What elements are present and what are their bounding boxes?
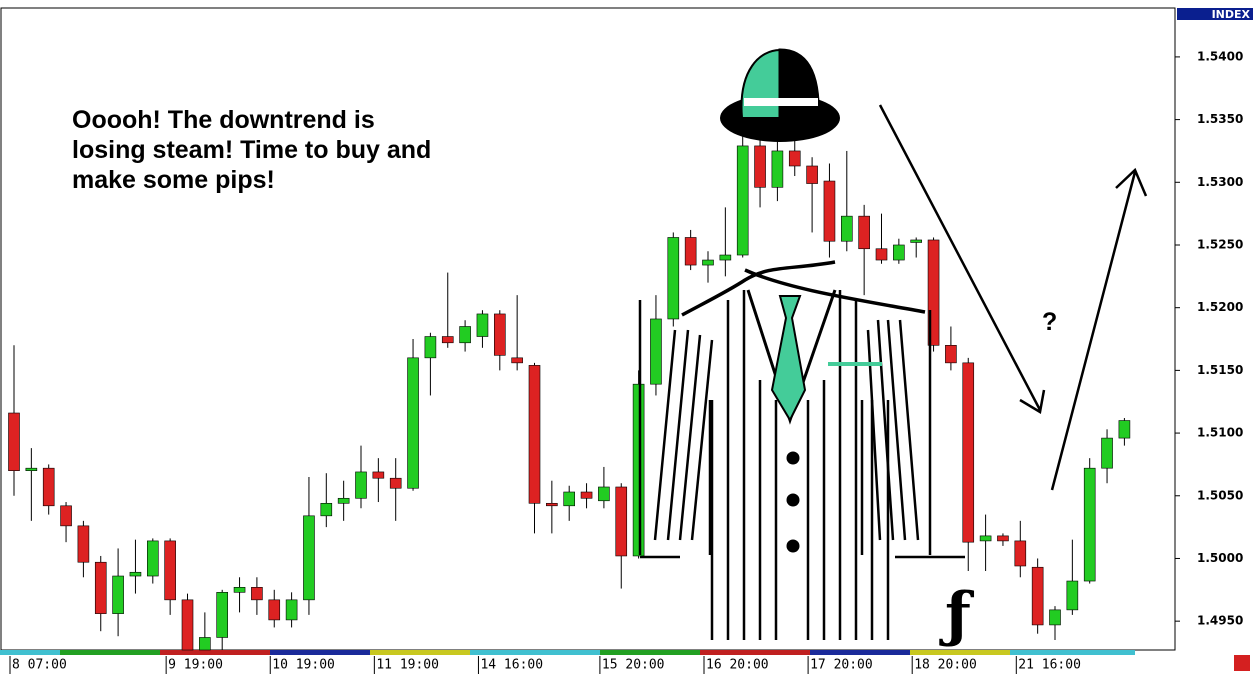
candle-body <box>1032 567 1043 625</box>
candle-body <box>356 472 367 498</box>
candle-body <box>980 536 991 541</box>
y-tick-label: 1.5150 <box>1197 363 1243 377</box>
candle-body <box>217 592 228 637</box>
candle-body <box>95 562 106 613</box>
candle-body <box>945 345 956 363</box>
y-tick-label: 1.4950 <box>1197 614 1243 628</box>
candle-body <box>581 492 592 498</box>
candle-body <box>512 358 523 363</box>
candle-body <box>1050 610 1061 625</box>
candle-body <box>477 314 488 337</box>
x-tick-label: 11 19:00 <box>376 658 439 673</box>
candle-body <box>1015 541 1026 566</box>
candle-body <box>893 245 904 260</box>
background <box>0 0 1253 676</box>
candle-body <box>373 472 384 478</box>
candle-body <box>1119 421 1130 439</box>
close-button[interactable] <box>1234 655 1250 671</box>
candle-body <box>633 384 644 556</box>
candle-body <box>321 503 332 516</box>
candle-body <box>130 572 141 576</box>
axis-title: INDEX <box>1212 8 1251 21</box>
candle-body <box>546 503 557 506</box>
candle-body <box>286 600 297 620</box>
candle-body <box>182 600 193 650</box>
y-tick-label: 1.5000 <box>1197 551 1243 565</box>
annotation-line: losing steam! Time to buy and <box>72 136 431 164</box>
candle-body <box>598 487 609 501</box>
candle-body <box>529 365 540 503</box>
annotation-line: make some pips! <box>72 166 275 194</box>
x-tick-label: 14 16:00 <box>480 658 543 673</box>
candle-body <box>616 487 627 556</box>
x-tick-label: 10 19:00 <box>272 658 335 673</box>
x-tick-label: 18 20:00 <box>914 658 977 673</box>
bottom-strip <box>0 650 1135 655</box>
candle-body <box>234 587 245 592</box>
candle-body <box>650 319 661 384</box>
candle-body <box>390 478 401 488</box>
candle-body <box>824 181 835 241</box>
candle-body <box>494 314 505 355</box>
x-tick-label: 8 07:00 <box>12 658 67 673</box>
candle-body <box>269 600 280 620</box>
y-tick-label: 1.5300 <box>1197 175 1243 189</box>
x-tick-label: 21 16:00 <box>1018 658 1081 673</box>
candle-body <box>911 240 922 243</box>
candle-body <box>720 255 731 260</box>
y-tick-label: 1.5400 <box>1197 49 1243 63</box>
x-tick-label: 16 20:00 <box>706 658 769 673</box>
candle-body <box>1067 581 1078 610</box>
candle-body <box>876 249 887 260</box>
candle-body <box>1102 438 1113 468</box>
candle-body <box>807 166 818 184</box>
question-mark: ? <box>1042 308 1057 336</box>
candle-body <box>147 541 158 576</box>
candle-body <box>685 237 696 265</box>
sprite-glyph: ƒ <box>939 580 975 650</box>
x-tick-label: 9 19:00 <box>168 658 223 673</box>
candle-body <box>26 468 37 471</box>
y-tick-label: 1.5200 <box>1197 300 1243 314</box>
y-tick-label: 1.5100 <box>1197 426 1243 440</box>
candle-body <box>737 146 748 255</box>
candle-body <box>425 337 436 358</box>
candle-body <box>408 358 419 488</box>
candle-body <box>303 516 314 600</box>
candle-body <box>755 146 766 187</box>
candle-body <box>1084 468 1095 581</box>
candle-body <box>772 151 783 187</box>
candle-body <box>165 541 176 600</box>
candle-body <box>113 576 124 614</box>
candle-body <box>963 363 974 542</box>
annotation-line: Ooooh! The downtrend is <box>72 106 375 134</box>
candle-body <box>199 637 210 650</box>
candle-body <box>9 413 20 471</box>
x-tick-label: 15 20:00 <box>602 658 665 673</box>
y-tick-label: 1.5250 <box>1197 237 1243 251</box>
candle-body <box>841 216 852 241</box>
candle-body <box>442 337 453 343</box>
candle-body <box>997 536 1008 541</box>
chart: INDEX 1.4950 1.5000 1.5050 1.5100 1.5150 1.52… <box>0 0 1253 676</box>
candle-body <box>460 326 471 342</box>
candle-body <box>61 506 72 526</box>
candle-body <box>564 492 575 506</box>
y-tick-label: 1.5050 <box>1197 488 1243 502</box>
candle-body <box>251 587 262 600</box>
candle-body <box>338 498 349 503</box>
candle-body <box>859 216 870 249</box>
candle-body <box>789 151 800 166</box>
candle-body <box>703 260 714 265</box>
candle-body <box>43 468 54 506</box>
x-tick-label: 17 20:00 <box>810 658 873 673</box>
y-tick-label: 1.5350 <box>1197 112 1243 126</box>
candle-body <box>668 237 679 319</box>
candle-body <box>78 526 89 562</box>
